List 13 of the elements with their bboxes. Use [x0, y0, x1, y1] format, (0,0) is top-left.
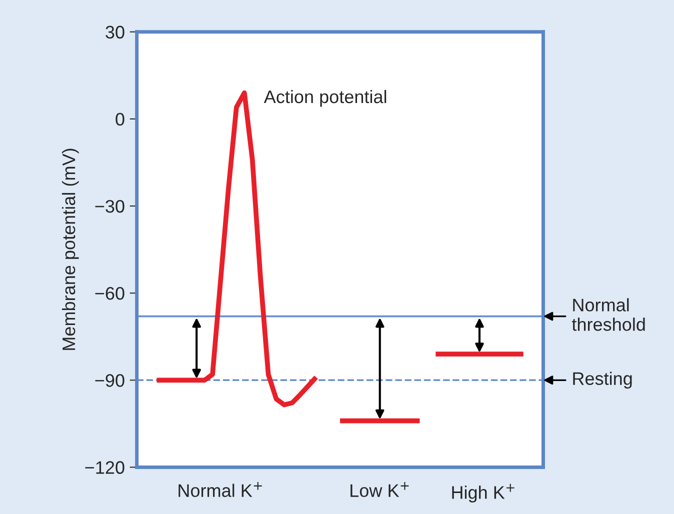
ref-line-label: Resting: [573, 372, 632, 389]
y-tick-label: 0: [116, 112, 124, 126]
y-tick-label: −120: [85, 461, 124, 474]
ref-line-label: Normal threshold: [572, 298, 645, 331]
y-tick-label: −60: [95, 287, 124, 300]
x-tick-label: Low K$^{+}$: [350, 482, 409, 498]
y-tick-label: 30: [106, 26, 124, 39]
y-tick-label: −30: [95, 200, 124, 213]
x-tick-label: High K$^{+}$: [452, 484, 514, 502]
x-tick-label: Normal K$^{+}$: [178, 482, 262, 498]
y-tick-label: −90: [95, 374, 124, 387]
y-axis-title: Membrane potential (mV): [62, 148, 79, 350]
annotation: Action potential: [264, 90, 386, 107]
